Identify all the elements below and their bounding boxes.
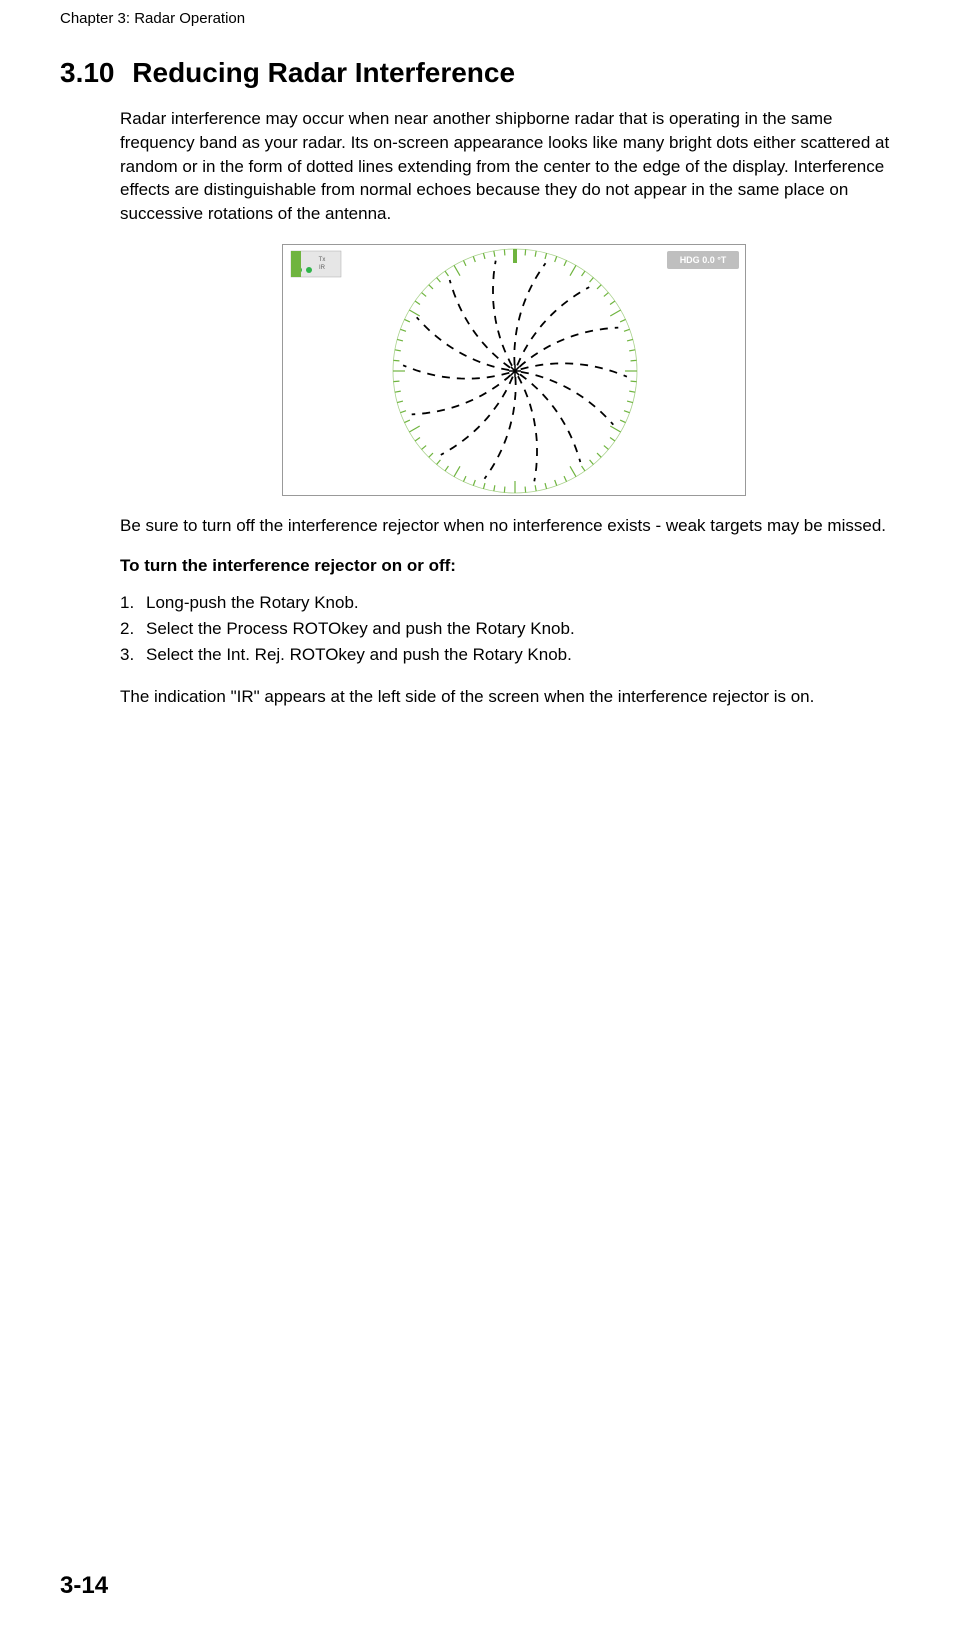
list-item: 2. Select the Process ROTOkey and push t… bbox=[120, 616, 908, 642]
paragraph-1: Radar interference may occur when near a… bbox=[120, 107, 908, 226]
svg-text:IR: IR bbox=[319, 265, 326, 271]
paragraph-2: Be sure to turn off the interference rej… bbox=[120, 514, 908, 538]
section-name: Reducing Radar Interference bbox=[132, 57, 515, 88]
list-text: Long-push the Rotary Knob. bbox=[146, 590, 359, 616]
section-title: 3.10 Reducing Radar Interference bbox=[60, 57, 908, 89]
list-item: 1. Long-push the Rotary Knob. bbox=[120, 590, 908, 616]
instruction-heading: To turn the interference rejector on or … bbox=[120, 556, 908, 576]
section-number: 3.10 bbox=[60, 57, 115, 88]
list-number: 1. bbox=[120, 590, 146, 616]
radar-interference-figure: Tx IR HDG 0.0 °T bbox=[282, 244, 746, 496]
figure-container: Tx IR HDG 0.0 °T bbox=[120, 244, 908, 496]
list-number: 2. bbox=[120, 616, 146, 642]
svg-text:HDG 0.0 °T: HDG 0.0 °T bbox=[680, 255, 727, 265]
list-text: Select the Process ROTOkey and push the … bbox=[146, 616, 575, 642]
list-text: Select the Int. Rej. ROTOkey and push th… bbox=[146, 642, 572, 668]
page-number: 3-14 bbox=[60, 1572, 108, 1600]
chapter-header: Chapter 3: Radar Operation bbox=[60, 10, 908, 27]
svg-text:Tx: Tx bbox=[319, 257, 326, 263]
steps-list: 1. Long-push the Rotary Knob. 2. Select … bbox=[120, 590, 908, 669]
list-item: 3. Select the Int. Rej. ROTOkey and push… bbox=[120, 642, 908, 668]
paragraph-3: The indication "IR" appears at the left … bbox=[120, 685, 908, 709]
list-number: 3. bbox=[120, 642, 146, 668]
